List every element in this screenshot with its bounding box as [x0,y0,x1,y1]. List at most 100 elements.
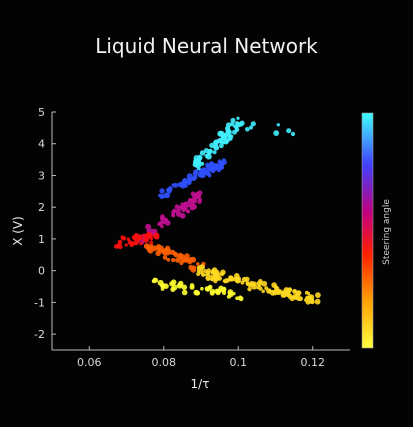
scatter-point [147,247,154,254]
scatter-point [178,252,183,257]
scatter-point [250,121,256,127]
scatter-point [171,257,176,263]
scatter-point [273,130,280,137]
scatter-point [215,290,221,296]
scatter-point [237,295,243,301]
scatter-point [209,288,216,295]
chart-title: Liquid Neural Network [95,34,318,58]
scatter-point [227,289,234,295]
scatter-point [258,279,263,284]
scatter-point [226,294,231,299]
scatter-point [194,290,200,296]
y-tick-label: -2 [34,328,45,341]
scatter-point [220,165,225,170]
scatter-point [149,240,154,245]
scatter-point [221,158,226,163]
scatter-point [171,210,176,215]
colorbar-label: Steering angle [382,199,392,265]
scatter-point [193,169,199,175]
scatter-point [198,172,205,178]
scatter-point [139,241,143,246]
scatter-point [248,125,254,130]
scatter-point [121,236,125,240]
scatter-point [133,240,139,246]
scatter-point [160,287,165,291]
scatter-point [181,284,188,291]
scatter-point [251,283,258,290]
scatter-point [219,143,224,149]
x-tick-label: 0.08 [152,356,177,369]
scatter-point [196,272,201,276]
scatter-point [189,284,195,290]
scatter-point [208,274,214,281]
scatter-point [191,196,197,202]
scatter-point [286,128,292,134]
scatter-point [226,137,231,142]
scatter-point [245,281,250,286]
colorbar [361,112,374,349]
y-tick-label: 0 [38,265,45,278]
scatter-point [305,300,311,305]
scatter-point [215,275,220,281]
scatter-point [235,296,239,301]
scatter-point [216,167,222,173]
scatter-point [244,276,250,282]
scatter-point [281,290,286,295]
scatter-point [205,153,212,160]
scatter-point [173,182,179,188]
y-tick-label: 2 [38,201,45,214]
scatter-point [197,190,203,196]
scatter-point [178,283,182,287]
scatter-point [213,163,220,169]
scatter-point [209,163,215,169]
scatter-point [160,224,164,229]
scatter-point [285,293,290,298]
scatter-point [157,279,164,286]
scatter-point [200,286,204,291]
scatter-point [157,222,162,227]
scatter-point [256,286,260,290]
scatter-point [171,284,178,291]
scatter-point [232,291,236,296]
scatter-point [144,237,149,243]
scatter-point [264,286,269,291]
scatter-point [151,278,157,284]
scatter-point [182,177,188,183]
scatter-point [149,237,153,241]
scatter-point [127,240,133,245]
scatter-point [131,234,137,240]
scatter-point [192,177,196,181]
scatter-point [205,286,211,292]
scatter-point [196,262,200,266]
scatter-point [197,154,202,160]
scatter-point [187,176,193,183]
scatter-point [295,296,299,301]
scatter-point [175,257,181,263]
scatter-point [146,229,150,233]
scatter-point [203,148,209,154]
scatter-point [163,217,169,223]
y-axis-label: X (V) [11,216,25,246]
scatter-point [205,276,209,280]
scatter-point [186,203,191,208]
scatter-point [136,234,143,241]
scatter-point [177,205,183,211]
scatter-point [163,283,169,290]
scatter-point [199,264,205,271]
scatter-point [290,131,296,137]
scatter-point [307,291,311,296]
scatter-point [142,233,146,237]
x-axis-label: 1/τ [191,377,210,391]
scatter-point [213,144,220,151]
scatter-point [181,289,188,296]
scatter-point [293,289,297,293]
scatter-point [161,194,165,198]
scatter-point [267,289,272,294]
scatter-point [207,149,211,153]
scatter-point [229,275,234,280]
scatter-point [145,223,152,230]
x-tick-label: 0.06 [77,356,102,369]
scatter-point [230,117,236,123]
